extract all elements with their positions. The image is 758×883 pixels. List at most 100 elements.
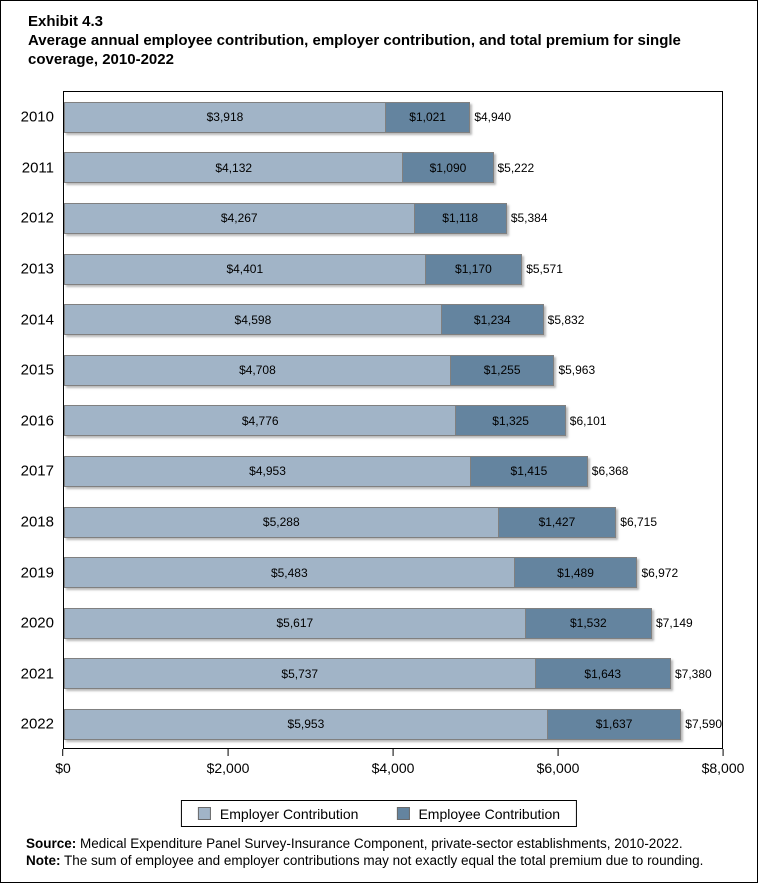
total-premium-label: $5,963 — [558, 363, 596, 378]
chart-row-2017: 2017 $4,953 $1,415 $6,368 — [21, 446, 722, 497]
total-premium-label: $6,368 — [591, 464, 629, 479]
stacked-bar: $3,918 $1,021 — [64, 101, 471, 133]
note-line: Note: The sum of employee and employer c… — [26, 852, 746, 869]
source-line: Source: Medical Expenditure Panel Survey… — [26, 835, 746, 852]
legend-label: Employee Contribution — [418, 805, 561, 822]
bar-segment-value: $4,267 — [220, 211, 258, 226]
bar-segment-employee: $1,427 — [497, 506, 617, 538]
stacked-bar: $4,776 $1,325 — [64, 405, 566, 437]
chart-title: Exhibit 4.3 Average annual employee cont… — [28, 12, 734, 69]
total-premium-label: $7,590 — [685, 717, 722, 732]
stacked-bar: $4,401 $1,170 — [64, 253, 523, 285]
stacked-bar: $5,953 $1,637 — [64, 708, 682, 740]
bar-segment-employee: $1,489 — [513, 557, 638, 589]
bar-segment-value: $1,170 — [455, 262, 492, 277]
bar-segment-employee: $1,415 — [470, 455, 588, 487]
bar-segment-value: $1,489 — [557, 565, 594, 580]
bar-segment-value: $1,415 — [510, 464, 548, 479]
year-label: 2012 — [20, 209, 54, 227]
chart-row-2018: 2018 $5,288 $1,427 $6,715 — [21, 497, 722, 548]
bar-segment-employee: $1,090 — [402, 152, 494, 184]
bar-segment-employer: $4,708 — [64, 354, 451, 386]
bar-segment-employer: $4,776 — [64, 405, 457, 437]
total-premium-label: $6,715 — [620, 515, 657, 530]
bar-segment-employer: $4,132 — [64, 152, 404, 184]
total-premium-label: $5,571 — [526, 262, 563, 277]
total-premium-label: $5,222 — [497, 160, 535, 175]
year-label: 2015 — [20, 361, 54, 379]
total-premium-label: $7,380 — [675, 666, 712, 681]
tick-mark — [62, 749, 64, 756]
bar-segment-employee: $1,532 — [524, 607, 652, 639]
year-label: 2010 — [20, 108, 54, 126]
bar-segment-value: $4,401 — [226, 262, 264, 277]
bar-segment-value: $4,708 — [239, 363, 276, 378]
chart-row-2010: 2010 $3,918 $1,021 $4,940 — [21, 92, 722, 143]
bar-segment-employer: $5,953 — [64, 708, 548, 740]
bar-segment-value: $5,737 — [281, 666, 319, 681]
bar-segment-value: $4,598 — [234, 312, 272, 327]
footer-notes: Source: Medical Expenditure Panel Survey… — [26, 835, 746, 869]
stacked-bar: $4,953 $1,415 — [64, 455, 588, 487]
chart-row-2013: 2013 $4,401 $1,170 $5,571 — [21, 244, 722, 295]
bar-segment-employer: $4,401 — [64, 253, 426, 285]
x-axis-tick: $8,000 — [702, 749, 744, 776]
bar-segment-value: $5,617 — [276, 616, 314, 631]
bar-segment-employer: $4,267 — [64, 202, 415, 234]
bar-segment-value: $5,953 — [287, 717, 325, 732]
bar-segment-value: $4,953 — [249, 464, 286, 479]
note-text: The sum of employee and employer contrib… — [60, 853, 704, 868]
note-label: Note: — [26, 853, 61, 868]
stacked-bar: $4,267 $1,118 — [64, 202, 507, 234]
year-label: 2014 — [20, 311, 54, 329]
bar-segment-employer: $5,483 — [64, 557, 515, 589]
total-premium-label: $5,832 — [547, 312, 585, 327]
bar-segment-employer: $5,288 — [64, 506, 499, 538]
bar-segment-employee: $1,643 — [534, 658, 671, 690]
stacked-bar: $4,132 $1,090 — [64, 152, 494, 184]
bar-segment-value: $1,637 — [595, 717, 633, 732]
year-label: 2011 — [21, 159, 54, 177]
chart-row-2022: 2022 $5,953 $1,637 $7,590 — [21, 699, 722, 750]
bar-segment-value: $1,427 — [538, 515, 576, 530]
legend-swatch — [197, 807, 211, 820]
total-premium-label: $6,101 — [569, 413, 607, 428]
chart-title-text: Average annual employee contribution, em… — [28, 32, 681, 68]
legend-item: Employer Contribution — [197, 806, 358, 822]
source-text: Medical Expenditure Panel Survey-Insuran… — [76, 836, 683, 851]
bar-segment-employee: $1,637 — [546, 708, 682, 740]
tick-label: $6,000 — [536, 760, 580, 776]
chart-row-2011: 2011 $4,132 $1,090 $5,222 — [22, 143, 722, 194]
bar-segment-value: $1,090 — [429, 160, 467, 175]
x-axis-tick: $0 — [55, 749, 71, 776]
stacked-bar: $5,617 $1,532 — [64, 607, 652, 639]
tick-mark — [722, 749, 724, 756]
chart-row-2015: 2015 $4,708 $1,255 $5,963 — [21, 345, 722, 396]
stacked-bar: $4,708 $1,255 — [64, 354, 555, 386]
year-label: 2021 — [20, 665, 54, 683]
year-label: 2017 — [20, 462, 54, 480]
bar-segment-employer: $5,617 — [64, 607, 526, 639]
bar-segment-value: $1,325 — [492, 413, 529, 428]
x-axis: $0 $2,000 $4,000 $6,000 $8,000 — [55, 749, 744, 789]
year-label: 2020 — [20, 614, 54, 632]
legend: Employer Contribution Employee Contributi… — [180, 800, 578, 827]
bar-segment-value: $5,288 — [262, 515, 300, 530]
x-axis-tick: $2,000 — [206, 749, 250, 776]
stacked-bar: $5,288 $1,427 — [64, 506, 617, 538]
chart-row-2019: 2019 $5,483 $1,489 $6,972 — [21, 547, 722, 598]
chart-row-2014: 2014 $4,598 $1,234 $5,832 — [21, 294, 722, 345]
bar-segment-value: $3,918 — [206, 110, 244, 125]
bar-segment-value: $1,255 — [483, 363, 521, 378]
bar-segment-value: $4,776 — [241, 413, 279, 428]
bar-segment-value: $1,643 — [584, 666, 622, 681]
bar-segment-employee: $1,170 — [424, 253, 523, 285]
chart-row-2016: 2016 $4,776 $1,325 $6,101 — [21, 396, 722, 447]
total-premium-label: $7,149 — [656, 616, 693, 631]
total-premium-label: $5,384 — [510, 211, 548, 226]
bar-segment-employer: $4,598 — [64, 304, 442, 336]
total-premium-label: $6,972 — [641, 565, 679, 580]
tick-label: $2,000 — [206, 760, 250, 776]
chart-row-2021: 2021 $5,737 $1,643 $7,380 — [21, 649, 722, 700]
chart-row-2012: 2012 $4,267 $1,118 $5,384 — [21, 193, 722, 244]
